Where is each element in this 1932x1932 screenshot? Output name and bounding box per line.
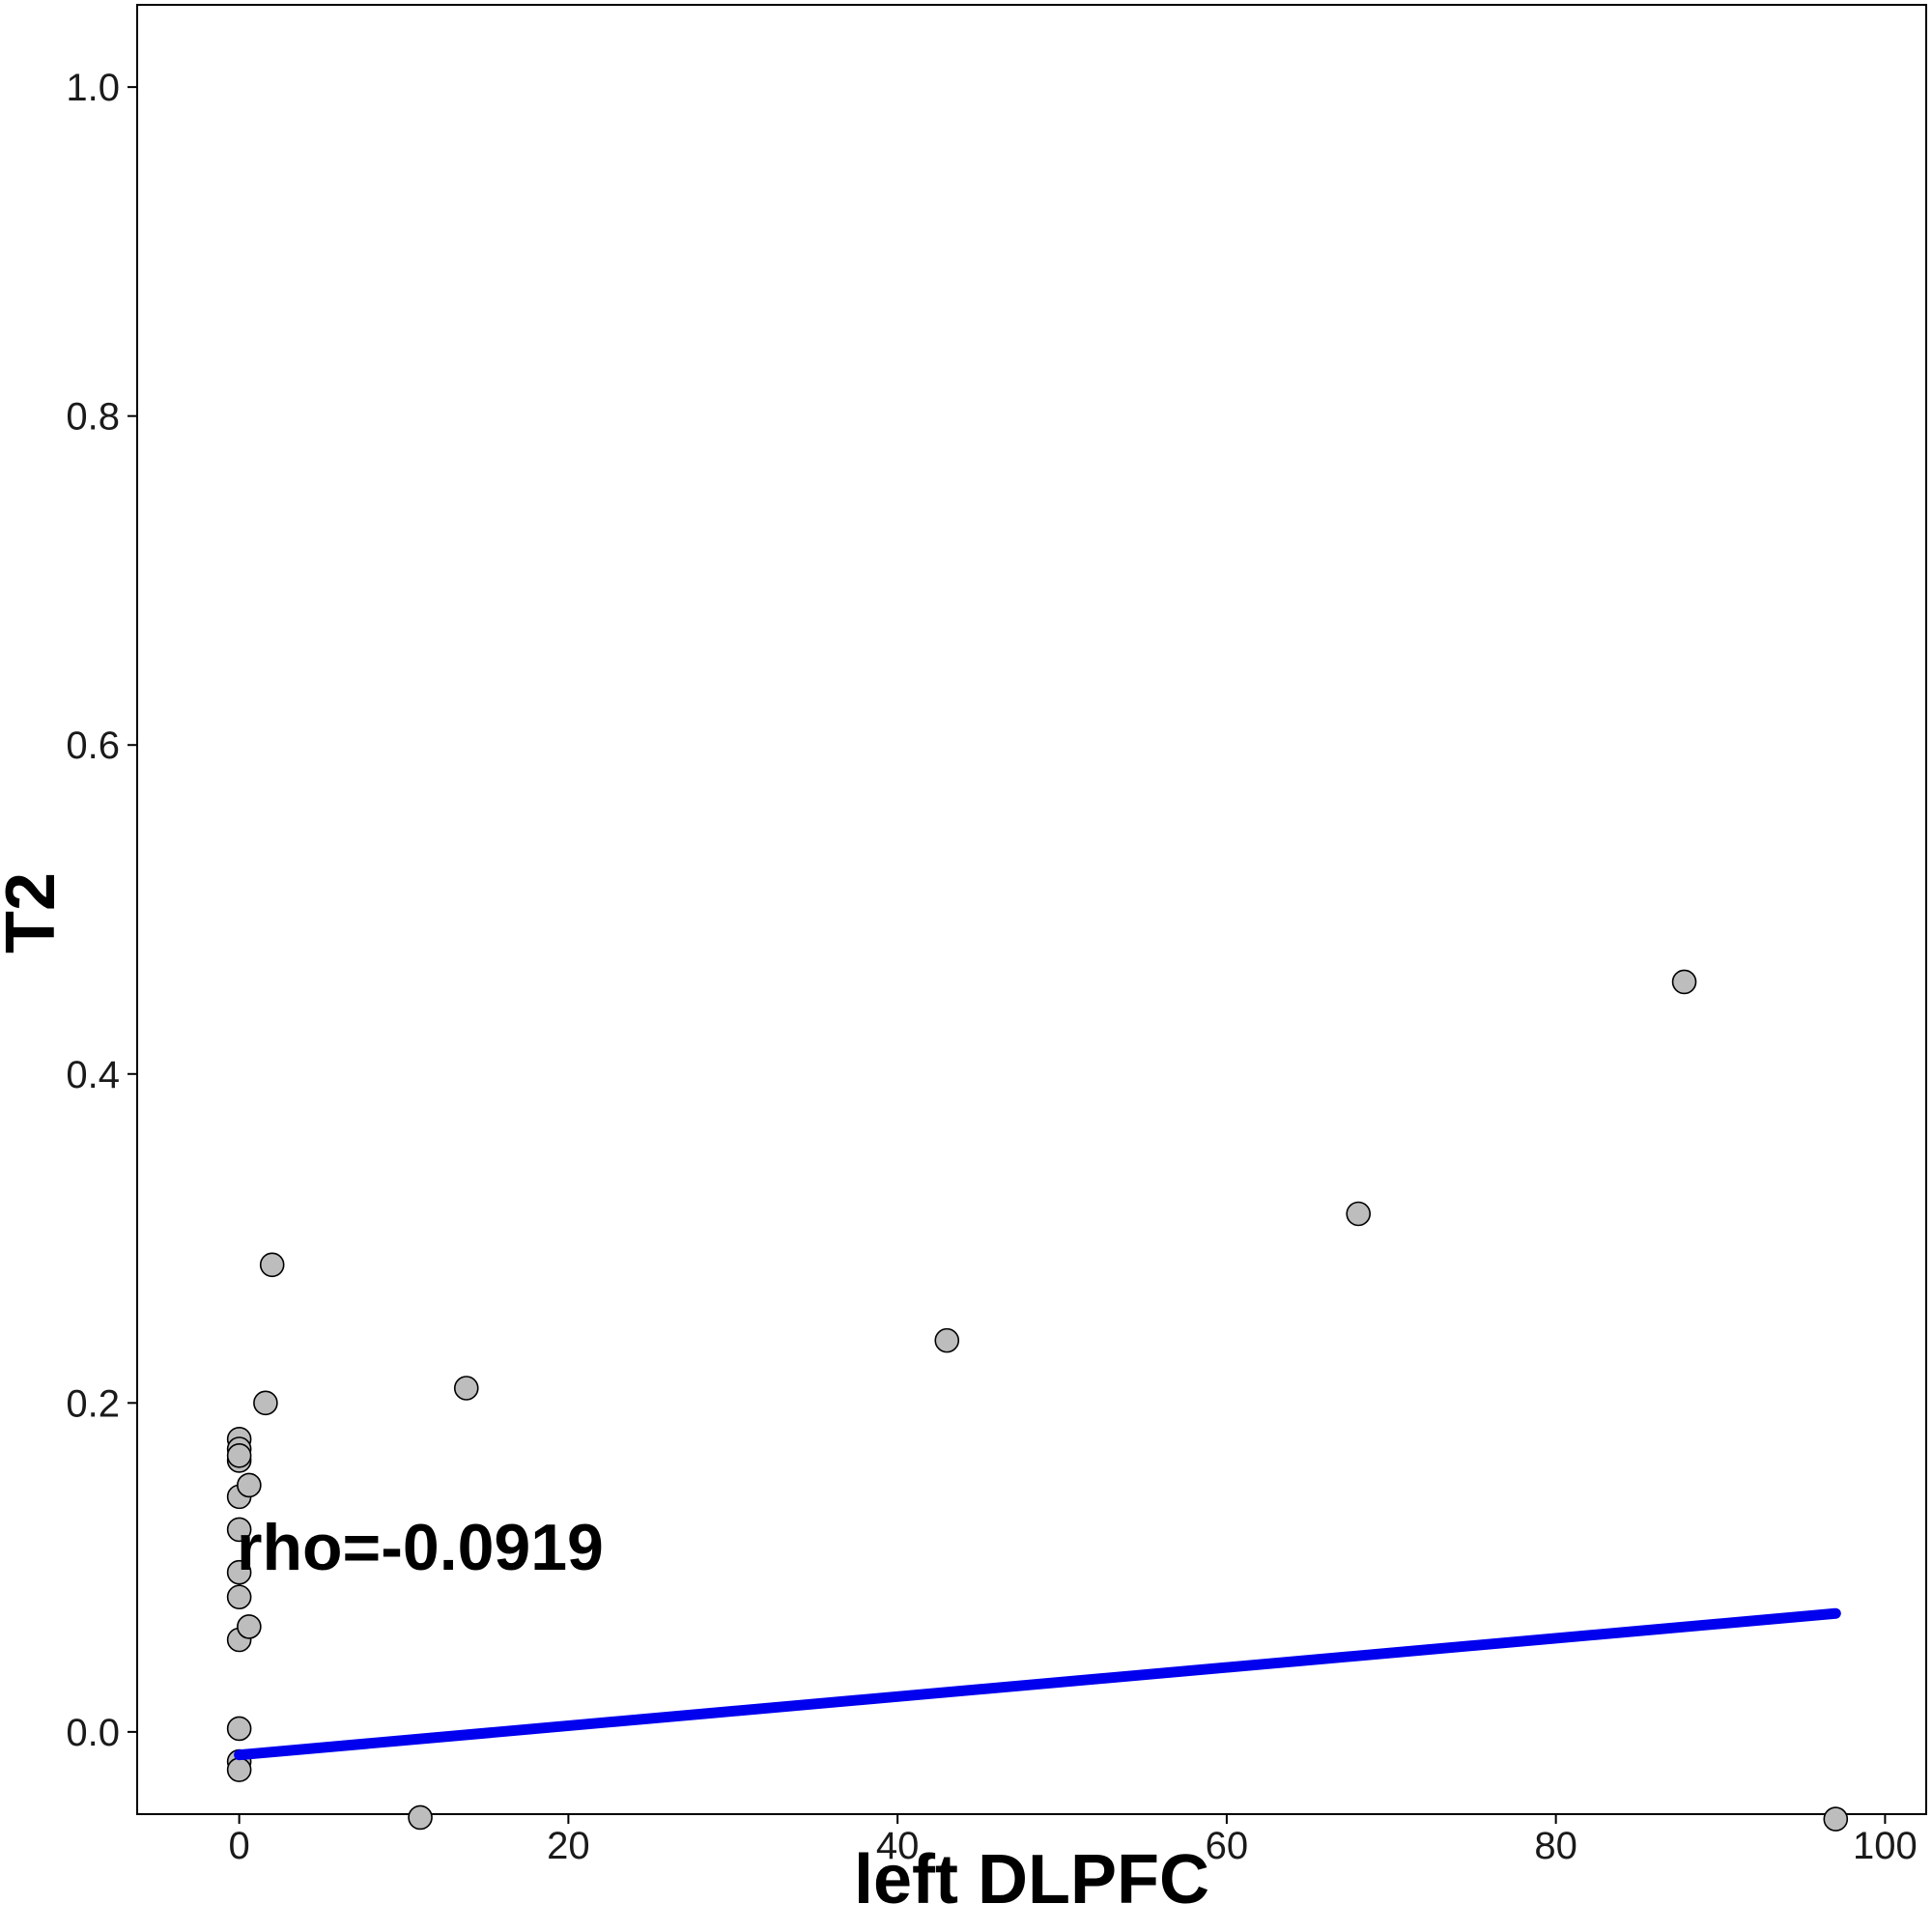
x-tick-label: 80 xyxy=(1534,1825,1577,1867)
x-axis-ticks: 0 20 40 60 80 100 xyxy=(229,1814,1918,1867)
y-axis-title: T2 xyxy=(0,872,70,953)
y-axis-ticks: 0.0 0.2 0.4 0.6 0.8 1.0 xyxy=(66,67,137,1754)
data-point xyxy=(226,1716,252,1742)
rho-annotation: rho=-0.0919 xyxy=(237,1511,604,1584)
data-point xyxy=(253,1390,278,1416)
data-point xyxy=(226,1584,252,1610)
data-point xyxy=(226,1559,252,1585)
x-tick-label: 100 xyxy=(1853,1825,1918,1867)
regression-line-group xyxy=(234,1607,1841,1761)
data-point xyxy=(408,1804,433,1831)
x-tick-label: 20 xyxy=(547,1825,590,1867)
data-point xyxy=(226,1443,252,1468)
y-tick-label: 1.0 xyxy=(66,67,120,109)
y-tick-label: 0.6 xyxy=(66,724,120,767)
data-point xyxy=(934,1327,960,1353)
y-tick-label: 0.2 xyxy=(66,1382,120,1425)
data-point xyxy=(453,1376,479,1401)
x-tick-label: 0 xyxy=(229,1825,250,1867)
data-point xyxy=(259,1252,285,1278)
regression-line xyxy=(234,1607,1841,1761)
x-axis-title: left DLPFC xyxy=(854,1841,1209,1918)
data-point xyxy=(1823,1806,1849,1832)
plot-panel-border xyxy=(136,4,1927,1815)
y-tick-label: 0.0 xyxy=(66,1712,120,1754)
scatter-points xyxy=(226,969,1849,1832)
data-point xyxy=(1671,969,1697,995)
data-point xyxy=(237,1472,262,1498)
data-point xyxy=(1346,1201,1371,1227)
data-point xyxy=(226,1517,252,1543)
x-tick-label: 60 xyxy=(1206,1825,1249,1867)
x-tick-label: 40 xyxy=(876,1825,920,1867)
y-tick-label: 0.8 xyxy=(66,396,120,439)
y-tick-label: 0.4 xyxy=(66,1054,120,1096)
data-point xyxy=(237,1614,262,1639)
data-point xyxy=(226,1757,252,1782)
